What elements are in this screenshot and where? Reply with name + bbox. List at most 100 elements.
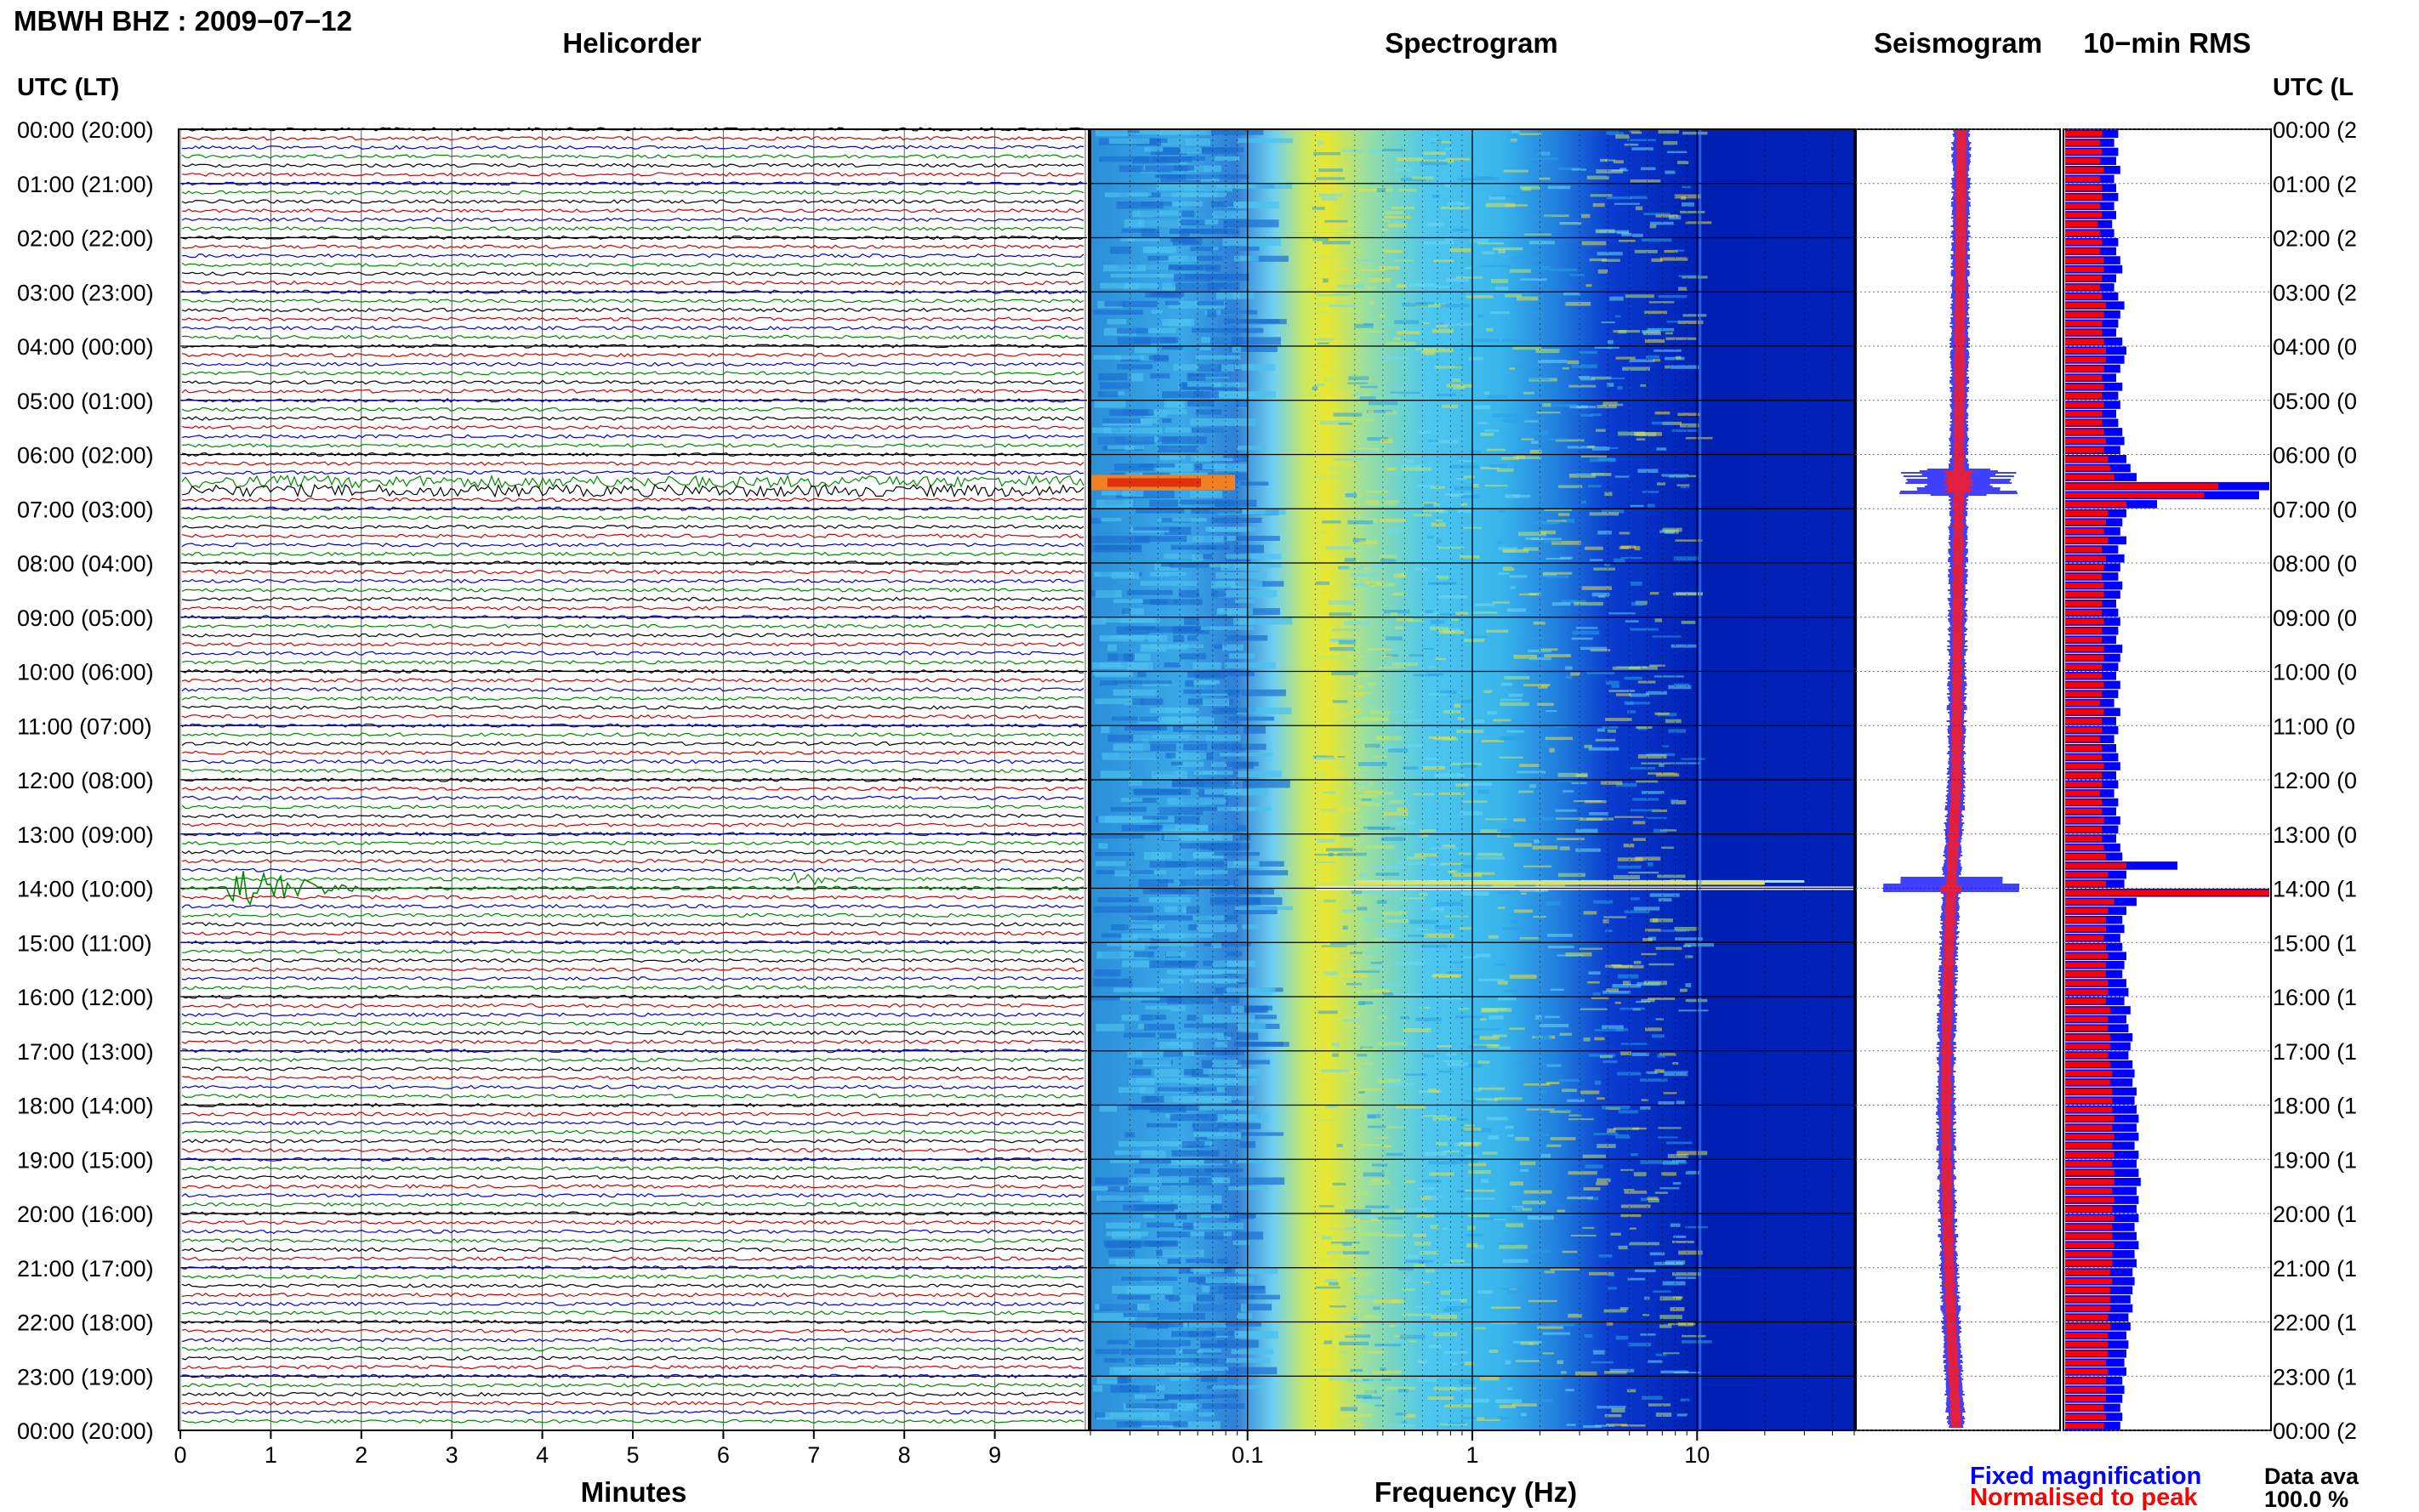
- spectrogram-speckle: [1364, 743, 1380, 748]
- spectrogram-streak: [1228, 653, 1255, 659]
- spectrogram-speckle: [1588, 971, 1601, 975]
- spectrogram-streak: [1111, 716, 1139, 721]
- spectrogram-speckle: [1523, 684, 1551, 687]
- spectrogram-speckle: [1356, 1395, 1372, 1399]
- spectrogram-speckle: [1597, 531, 1612, 535]
- spectrogram-streak: [1205, 1276, 1254, 1283]
- spectrogram-speckle: [1496, 468, 1514, 472]
- helicorder-trace: [181, 949, 1084, 954]
- spectrogram-streak: [1187, 536, 1224, 543]
- helicorder-trace: [181, 145, 1084, 150]
- spectrogram-streak: [1093, 355, 1145, 360]
- spectrogram-speckle: [1635, 206, 1643, 211]
- spectrogram-speckle: [1519, 637, 1534, 639]
- spectrogram-streak: [1186, 1259, 1215, 1263]
- spectrogram-speckle: [1658, 898, 1672, 902]
- spectrogram-speckle: [1640, 1333, 1656, 1336]
- helicorder-trace: [181, 687, 1084, 692]
- spectrogram-speckle: [1673, 1235, 1687, 1238]
- spectrogram-speckle: [1596, 169, 1624, 173]
- rms-bar-normalised: [2065, 663, 2103, 670]
- helicorder-title: Helicorder: [562, 27, 701, 59]
- spectrogram-speckle: [1394, 626, 1403, 630]
- spectrogram-speckle: [1339, 807, 1358, 811]
- rms-bar-normalised: [2065, 203, 2100, 209]
- spectrogram-speckle: [1502, 566, 1515, 571]
- spectrogram-streak: [1187, 635, 1198, 641]
- spectrogram-streak: [1174, 1358, 1200, 1363]
- spectrogram-event-1350: [1354, 879, 1805, 883]
- spectrogram-streak: [1170, 1376, 1190, 1381]
- spectrogram-streak: [1119, 1367, 1132, 1375]
- spectrogram-speckle: [1352, 709, 1362, 713]
- spectrogram-speckle: [1608, 1272, 1615, 1276]
- spectrogram-speckle: [1671, 799, 1687, 804]
- rms-bar-normalised: [2065, 600, 2103, 607]
- spectrogram-speckle: [1383, 911, 1403, 916]
- spectrogram-speckle: [1422, 647, 1434, 650]
- spectrogram-streak: [1170, 1005, 1186, 1012]
- spectrogram-speckle: [1467, 1214, 1490, 1218]
- spectrogram-streak: [1100, 770, 1131, 778]
- spectrogram-streak: [1090, 536, 1150, 543]
- spectrogram-speckle: [1367, 1114, 1381, 1118]
- spectrogram-speckle: [1524, 377, 1551, 381]
- spectrogram-speckle: [1517, 770, 1546, 774]
- spectrogram-speckle: [1605, 159, 1616, 162]
- spectrogram-speckle: [1323, 378, 1335, 382]
- spectrogram-speckle: [1397, 1389, 1409, 1393]
- spectrogram-speckle: [1414, 1242, 1431, 1246]
- spectrogram-speckle: [1319, 1259, 1342, 1261]
- spectrogram-speckle: [1375, 1136, 1390, 1139]
- helicorder-tick-label: 1: [265, 1442, 277, 1468]
- spectrogram-speckle: [1544, 654, 1571, 657]
- rms-bar-normalised: [2065, 1378, 2106, 1384]
- rms-bar-normalised: [2065, 808, 2103, 815]
- spectrogram-speckle: [1547, 185, 1571, 190]
- helicorder-trace: [181, 361, 1084, 367]
- helicorder-trace: [181, 871, 1084, 886]
- spectrogram-speckle: [1534, 839, 1540, 844]
- spectrogram-speckle: [1429, 847, 1458, 850]
- spectrogram-speckle: [1342, 1071, 1358, 1075]
- spectrogram-streak: [1145, 1005, 1172, 1010]
- spectrogram-streak: [1160, 563, 1175, 567]
- spectrogram-speckle: [1383, 610, 1410, 614]
- spectrogram-speckle: [1611, 684, 1620, 689]
- spectrogram-streak: [1194, 978, 1227, 984]
- spectrogram-speckle: [1362, 1047, 1377, 1051]
- spectrogram-streak: [1184, 1023, 1227, 1028]
- spectrogram-streak: [1158, 445, 1198, 453]
- helicorder-trace: [181, 822, 1084, 827]
- spectrogram-speckle: [1444, 493, 1473, 496]
- spectrogram-speckle: [1641, 762, 1671, 765]
- spectrogram-speckle: [1412, 793, 1435, 796]
- spectrogram-speckle: [1620, 1168, 1634, 1171]
- rms-bar-normalised: [2065, 583, 2104, 588]
- spectrogram-streak: [1105, 1412, 1156, 1420]
- spectrogram-streak: [1212, 1384, 1264, 1390]
- spectrogram-streak: [1200, 1376, 1218, 1383]
- spectrogram-streak: [1145, 1240, 1176, 1246]
- spectrogram-streak: [1110, 1384, 1140, 1393]
- spectrogram-streak: [1114, 870, 1130, 877]
- spectrogram-speckle: [1345, 493, 1357, 497]
- spectrogram-speckle: [1661, 745, 1670, 747]
- spectrogram-speckle: [1519, 133, 1542, 135]
- spectrogram-streak: [1136, 1077, 1192, 1083]
- spectrogram-speckle: [1456, 729, 1484, 734]
- spectrogram-speckle: [1630, 504, 1644, 508]
- spectrogram-speckle: [1631, 601, 1643, 606]
- spectrogram-speckle: [1646, 327, 1675, 332]
- spectrogram-speckle: [1498, 249, 1505, 253]
- spectrogram-streak: [1233, 1042, 1289, 1047]
- spectrogram-speckle: [1641, 952, 1657, 956]
- spectrogram-speckle: [1393, 866, 1405, 869]
- spectrogram-speckle: [1490, 1322, 1517, 1325]
- rms-bar-normalised: [2065, 1395, 2106, 1402]
- spectrogram-streak: [1093, 978, 1133, 987]
- spectrogram-speckle: [1597, 269, 1608, 274]
- spectrogram-speckle: [1473, 405, 1491, 410]
- spectrogram-speckle: [1573, 800, 1602, 803]
- rms-title: 10−min RMS: [2083, 27, 2251, 59]
